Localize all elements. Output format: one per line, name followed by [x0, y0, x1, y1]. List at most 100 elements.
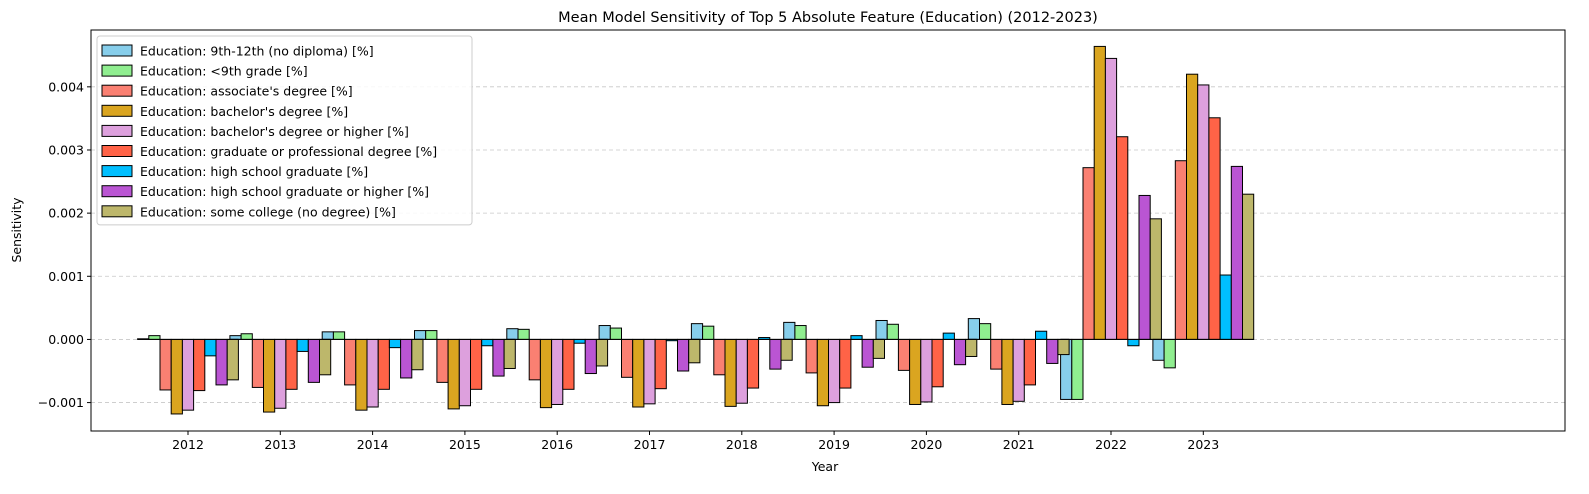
chart-title: Mean Model Sensitivity of Top 5 Absolute… — [558, 10, 1098, 26]
bar — [1093, 45, 1106, 340]
bar — [1071, 338, 1084, 400]
legend-label: Education: some college (no degree) [%] — [140, 204, 396, 219]
bar — [783, 321, 796, 340]
bar — [724, 338, 737, 407]
bar — [990, 338, 1003, 370]
y-tick-label: 0.000 — [48, 332, 84, 347]
bar — [170, 338, 183, 415]
bar — [492, 338, 505, 377]
bar — [1082, 167, 1095, 340]
bar — [953, 338, 967, 366]
bar — [632, 338, 645, 408]
bar — [872, 338, 885, 359]
bar — [458, 338, 471, 407]
bar — [713, 338, 726, 376]
bar — [226, 338, 239, 381]
legend-label: Education: high school graduate [%] — [140, 164, 368, 179]
bar — [897, 338, 911, 371]
bar — [677, 338, 690, 372]
bar — [1057, 338, 1070, 356]
legend-swatch — [101, 165, 133, 178]
legend-label: Education: <9th grade [%] — [140, 64, 308, 79]
bar — [584, 338, 597, 375]
bar — [621, 338, 634, 378]
bar — [411, 338, 424, 371]
bar — [400, 338, 413, 379]
x-tick-label: 2020 — [910, 437, 942, 452]
bar — [1012, 338, 1025, 402]
bar — [447, 338, 460, 410]
bar — [1152, 338, 1165, 361]
bar — [920, 338, 933, 403]
legend-label: Education: bachelor's degree [%] — [140, 104, 348, 119]
bar — [702, 325, 715, 340]
x-tick-label: 2015 — [449, 437, 481, 452]
legend-swatch — [101, 124, 133, 137]
bar — [1104, 57, 1118, 340]
bar — [1138, 194, 1151, 340]
bar — [204, 338, 217, 357]
y-axis-label: Sensitivity — [9, 197, 24, 263]
bar — [159, 338, 172, 391]
x-tick-label: 2018 — [726, 437, 758, 452]
x-tick-label: 2012 — [172, 437, 204, 452]
bar — [780, 338, 793, 361]
bar — [1001, 338, 1014, 405]
legend-swatch — [101, 185, 133, 198]
legend-swatch — [101, 104, 133, 117]
bar — [1149, 218, 1162, 340]
legend-swatch — [101, 84, 133, 97]
bar — [967, 318, 980, 340]
bar — [1023, 338, 1037, 386]
bar — [850, 335, 863, 340]
bar — [609, 327, 622, 340]
bar — [1174, 160, 1188, 340]
legend-label: Education: associate's degree [%] — [140, 84, 353, 99]
legend-swatch — [101, 205, 133, 218]
bar — [215, 338, 228, 386]
bar — [909, 338, 922, 405]
bars — [137, 45, 1255, 415]
bar — [470, 338, 483, 390]
x-axis: 2012 2013 2014 2015 2016 2017 2018 2019 2020 2021… — [172, 431, 1219, 452]
bar — [816, 338, 829, 407]
legend-label: Education: 9th-12th (no diploma) [%] — [140, 44, 374, 59]
bar — [942, 332, 955, 340]
bar — [861, 338, 874, 368]
bar — [794, 325, 807, 340]
bar — [595, 338, 609, 367]
bar — [181, 338, 195, 411]
bar — [332, 331, 346, 340]
bar — [436, 338, 449, 383]
bar — [414, 330, 427, 340]
legend-box — [96, 35, 473, 226]
x-axis-label: Year — [811, 459, 839, 474]
bar — [562, 338, 575, 390]
bar — [1208, 117, 1221, 340]
bar — [148, 335, 161, 340]
bar — [1242, 193, 1255, 340]
plot-frame — [90, 29, 1566, 432]
bar — [598, 325, 611, 340]
bar — [319, 338, 332, 376]
bar — [481, 338, 494, 347]
bar — [965, 338, 978, 357]
bar — [1116, 136, 1129, 340]
x-tick-label: 2022 — [1095, 437, 1127, 452]
bar — [875, 319, 888, 340]
bar — [690, 323, 704, 340]
y-tick-label: 0.003 — [48, 142, 84, 157]
x-tick-label: 2023 — [1187, 437, 1219, 452]
x-tick-label: 2014 — [357, 437, 389, 452]
bar — [769, 338, 782, 370]
bar — [551, 338, 564, 405]
bar — [979, 323, 992, 340]
bar — [654, 338, 667, 390]
bar — [517, 328, 530, 340]
bar — [839, 338, 852, 389]
bar — [251, 338, 265, 388]
bar — [240, 333, 253, 340]
bar — [285, 338, 298, 390]
bar — [355, 338, 368, 411]
